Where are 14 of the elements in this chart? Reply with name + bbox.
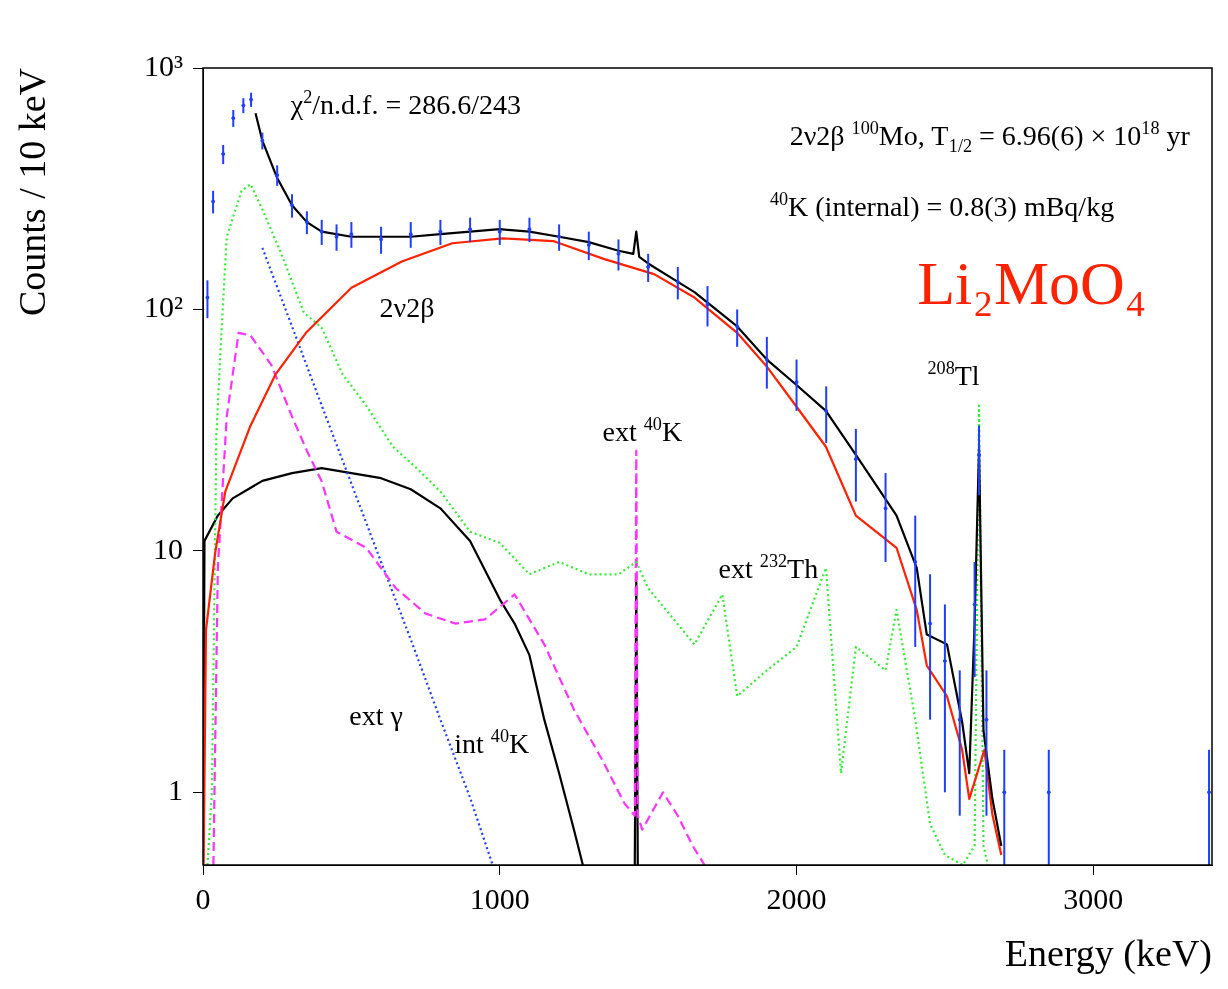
x-tick-label: 0 bbox=[195, 881, 211, 915]
y-tick-label: 10³ bbox=[144, 48, 183, 82]
annotation: ext γ bbox=[349, 699, 403, 731]
x-tick-label: 1000 bbox=[469, 881, 530, 915]
y-tick-label: 10² bbox=[144, 290, 183, 324]
x-axis-title: Energy (keV) bbox=[1004, 932, 1212, 976]
y-tick-label: 10 bbox=[153, 531, 183, 565]
y-tick-label: 1 bbox=[168, 773, 183, 807]
x-tick-label: 2000 bbox=[766, 881, 827, 915]
x-tick-label: 3000 bbox=[1063, 881, 1124, 915]
annotation: Li₂MoO₄ bbox=[917, 248, 1147, 317]
line-series bbox=[212, 331, 706, 865]
y-axis-title: Counts / 10 keV bbox=[10, 67, 53, 317]
annotation: 2ν2β bbox=[379, 292, 435, 324]
